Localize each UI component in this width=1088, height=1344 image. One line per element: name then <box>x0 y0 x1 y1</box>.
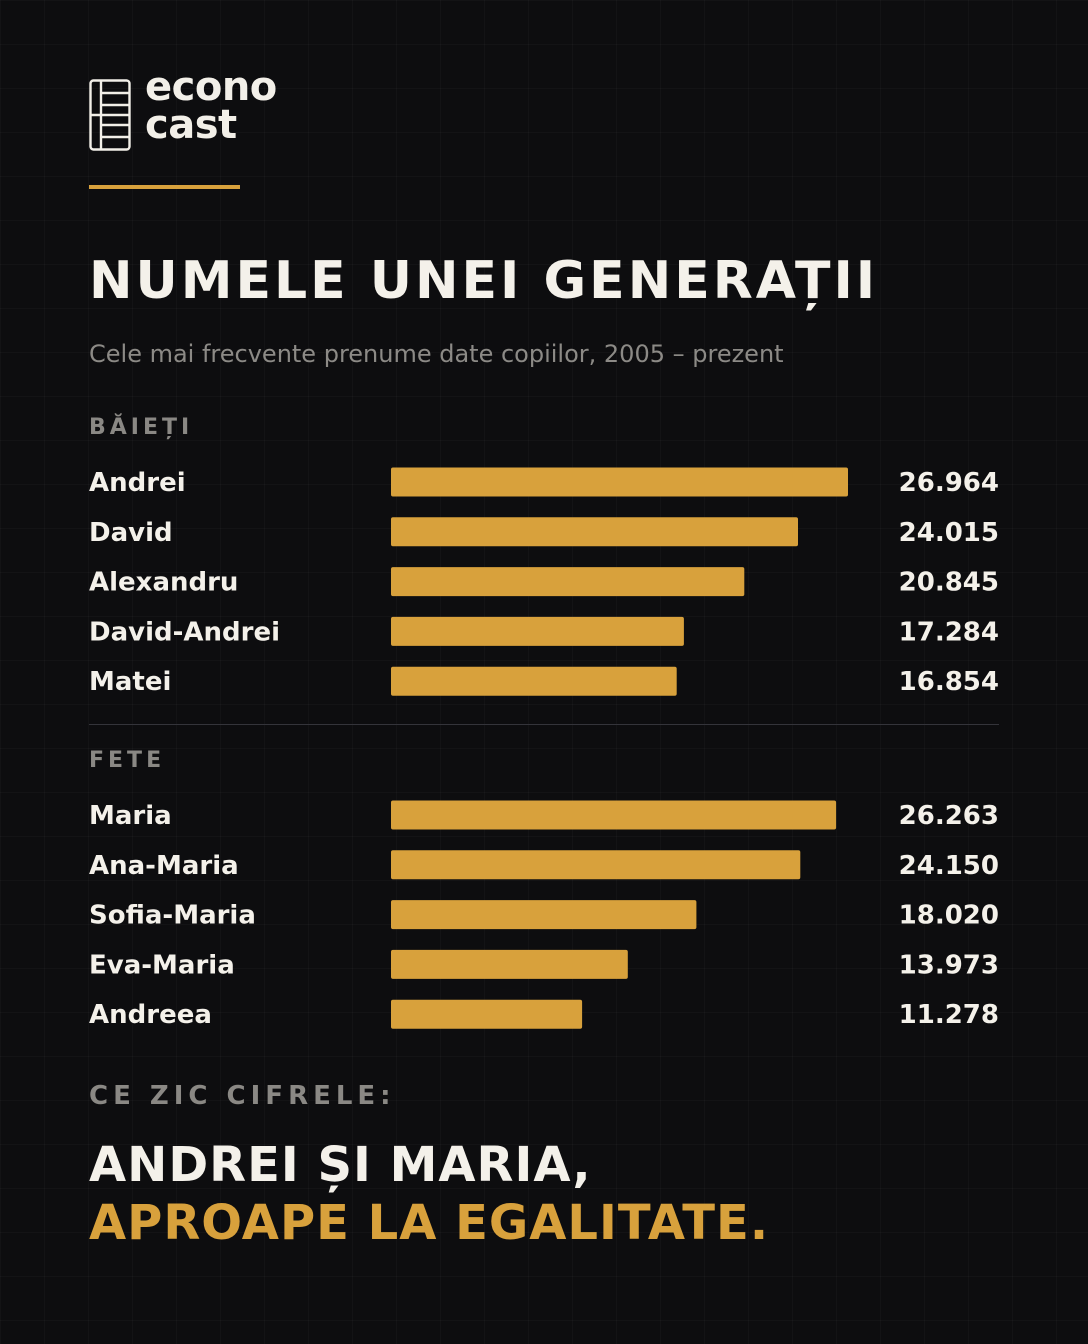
category-label: Matei <box>89 667 171 697</box>
bar <box>391 999 583 1029</box>
category-label: Ana-Maria <box>89 851 239 881</box>
section-label-girls: FETE <box>89 748 166 773</box>
value-label: 26.964 <box>899 468 999 498</box>
accent-rule <box>89 185 240 189</box>
bar <box>391 467 848 497</box>
category-label: Eva-Maria <box>89 950 235 980</box>
value-label: 24.015 <box>899 518 999 548</box>
brand-line-2: cast <box>145 102 237 148</box>
footer-label: CE ZIC CIFRELE: <box>89 1081 396 1111</box>
value-label: 24.150 <box>899 851 999 881</box>
category-label: Andrei <box>89 468 186 498</box>
bar <box>391 900 697 930</box>
category-label: Alexandru <box>89 568 238 598</box>
bar <box>391 949 628 979</box>
category-label: Andreea <box>89 1000 212 1030</box>
section-divider <box>89 724 999 725</box>
section-label-boys: BĂIEȚI <box>89 415 194 440</box>
bar <box>391 517 798 547</box>
value-label: 16.854 <box>899 667 999 697</box>
value-label: 17.284 <box>899 617 999 647</box>
value-label: 20.845 <box>899 568 999 598</box>
headline-line-1: ANDREI ȘI MARIA, <box>89 1137 592 1193</box>
value-label: 11.278 <box>899 1000 999 1030</box>
value-label: 26.263 <box>899 801 999 831</box>
bar <box>391 666 677 696</box>
bar <box>391 567 745 597</box>
headline-line-2: APROAPE LA EGALITATE. <box>89 1195 770 1251</box>
brand-line-1: econo <box>145 64 277 110</box>
bar <box>391 616 684 646</box>
brand-wordmark: econo cast <box>145 64 277 148</box>
value-label: 18.020 <box>899 901 999 931</box>
category-label: David-Andrei <box>89 617 280 647</box>
page-title: NUMELE UNEI GENERAȚII <box>89 251 879 311</box>
category-label: Maria <box>89 801 172 831</box>
value-label: 13.973 <box>899 950 999 980</box>
category-label: Sofia-Maria <box>89 901 256 931</box>
econocast-logo-icon <box>89 79 131 151</box>
page-subtitle: Cele mai frecvente prenume date copiilor… <box>89 340 784 368</box>
bar <box>391 850 801 880</box>
category-label: David <box>89 518 173 548</box>
bar <box>391 800 837 830</box>
